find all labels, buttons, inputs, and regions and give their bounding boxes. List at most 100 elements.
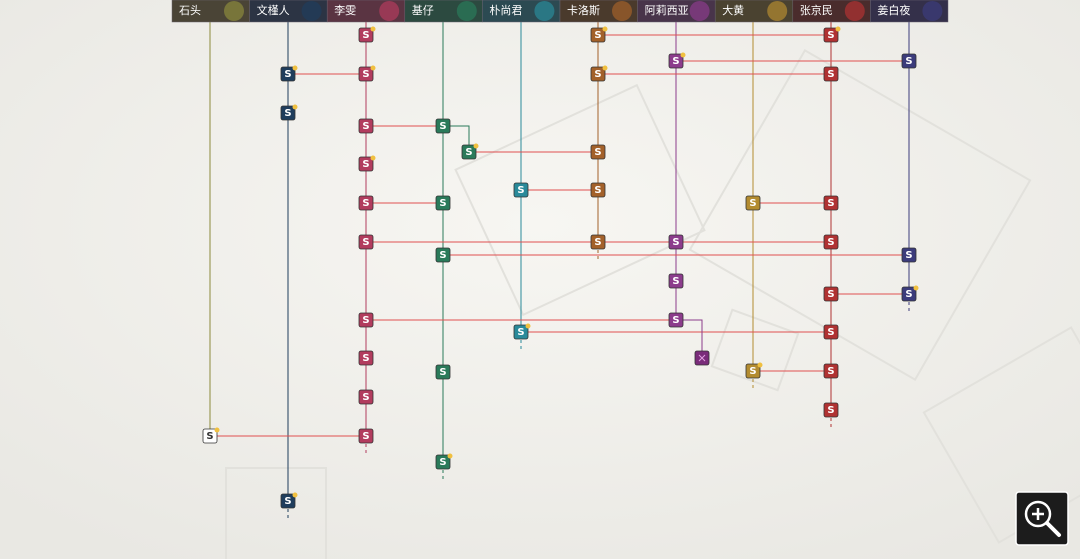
node-label: S [362, 198, 369, 209]
story-node[interactable] [901, 247, 917, 263]
zoom-button[interactable] [1015, 491, 1069, 546]
story-node[interactable] [358, 156, 374, 172]
avatar [534, 1, 555, 21]
node-label: S [827, 405, 834, 416]
node-star [292, 104, 298, 110]
avatar [612, 1, 632, 21]
node-label: S [594, 69, 601, 80]
story-node[interactable] [590, 144, 606, 160]
avatar [379, 1, 400, 21]
character-name: 文槿人 [257, 3, 290, 17]
node-star [370, 26, 376, 32]
node-label: S [362, 392, 369, 403]
node-star [835, 26, 841, 32]
story-node[interactable] [358, 118, 374, 134]
story-node[interactable] [358, 428, 374, 444]
node-label: S [439, 367, 446, 378]
nodes: S S S S S S S S S S S S S S S S S S S S S S S S S S S S S S S S S S S S S S S S… [202, 26, 919, 509]
story-node[interactable] [435, 364, 451, 380]
character-name: 朴尚君 [489, 3, 522, 17]
story-node[interactable] [358, 350, 374, 366]
character-name: 大黄 [722, 3, 744, 17]
node-label: S [362, 121, 369, 132]
node-label: S [439, 250, 446, 261]
story-node[interactable] [358, 234, 374, 250]
node-star [214, 427, 220, 433]
node-label: S [439, 121, 446, 132]
locked-mark [698, 354, 706, 362]
node-label: S [594, 185, 601, 196]
node-label: S [362, 237, 369, 248]
node-label: S [827, 289, 834, 300]
story-node[interactable] [358, 195, 374, 211]
story-node[interactable] [513, 324, 529, 340]
node-label: S [672, 237, 679, 248]
story-node[interactable] [668, 53, 684, 69]
node-star [370, 65, 376, 71]
story-node[interactable] [901, 286, 917, 302]
node-label: S [594, 147, 601, 158]
story-node[interactable] [823, 27, 839, 43]
node-label: S [905, 250, 912, 261]
story-node[interactable] [590, 182, 606, 198]
story-node[interactable] [901, 53, 917, 69]
node-label: S [517, 185, 524, 196]
node-label: S [362, 431, 369, 442]
node-star [292, 492, 298, 498]
node-label: S [749, 198, 756, 209]
story-node[interactable] [590, 66, 606, 82]
avatar [844, 1, 865, 21]
node-star [757, 362, 763, 368]
story-node[interactable] [280, 105, 296, 121]
story-node[interactable] [668, 234, 684, 250]
node-label: S [439, 198, 446, 209]
node-label: S [517, 327, 524, 338]
story-node[interactable] [823, 324, 839, 340]
node-label: S [362, 159, 369, 170]
node-label: S [827, 30, 834, 41]
story-node[interactable] [435, 118, 451, 134]
story-node[interactable] [823, 195, 839, 211]
story-node[interactable] [745, 363, 761, 379]
story-node[interactable] [668, 312, 684, 328]
node-label: S [827, 69, 834, 80]
story-node[interactable] [280, 493, 296, 509]
story-node[interactable] [823, 402, 839, 418]
character-name: 阿莉西亚 [645, 4, 689, 17]
avatar [922, 1, 943, 21]
avatar [301, 1, 322, 21]
node-label: S [594, 30, 601, 41]
story-node[interactable] [358, 27, 374, 43]
decor [225, 49, 1080, 559]
node-label: S [284, 496, 291, 507]
node-star [680, 52, 686, 58]
story-node[interactable] [668, 273, 684, 289]
story-node[interactable] [823, 286, 839, 302]
story-node[interactable] [435, 247, 451, 263]
node-star [447, 453, 453, 459]
story-node[interactable] [358, 66, 374, 82]
story-node[interactable] [590, 234, 606, 250]
story-node[interactable] [745, 195, 761, 211]
node-star [473, 143, 479, 149]
branch-link [443, 125, 470, 152]
node-star [292, 65, 298, 71]
story-node[interactable] [823, 66, 839, 82]
story-node[interactable] [280, 66, 296, 82]
character-name: 张京民 [800, 3, 833, 17]
story-node[interactable] [435, 454, 451, 470]
story-node[interactable] [823, 234, 839, 250]
node-label: S [284, 69, 291, 80]
story-node[interactable] [590, 27, 606, 43]
story-node[interactable] [202, 428, 218, 444]
avatar [456, 1, 477, 21]
node-label: S [672, 315, 679, 326]
story-node[interactable] [435, 195, 451, 211]
story-node[interactable] [358, 312, 374, 328]
story-node[interactable] [513, 182, 529, 198]
story-node[interactable] [358, 389, 374, 405]
node-label: S [206, 431, 213, 442]
character-name: 基仔 [412, 4, 434, 17]
story-node[interactable] [823, 363, 839, 379]
story-node[interactable] [461, 144, 477, 160]
